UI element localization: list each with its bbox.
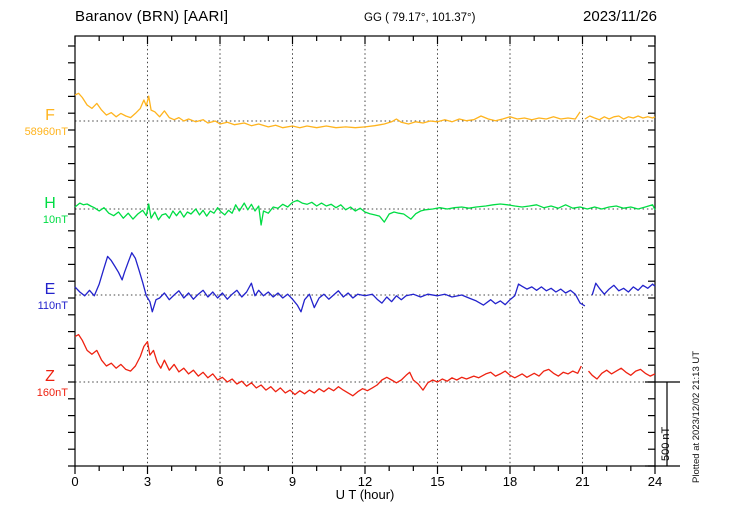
- channel-label-Z: Z: [45, 368, 55, 385]
- channel-baseline-value-F: 58960nT: [24, 126, 68, 138]
- plot-date: 2023/11/26: [583, 8, 657, 25]
- trace-F: [74, 92, 581, 129]
- trace-E: [591, 282, 656, 296]
- x-tick-label: 0: [71, 474, 78, 489]
- x-tick-label: 9: [289, 474, 296, 489]
- channel-baseline-value-E: 110nT: [37, 300, 68, 312]
- x-tick-label: 3: [144, 474, 151, 489]
- x-tick-label: 18: [503, 474, 517, 489]
- x-tick-label: 6: [216, 474, 223, 489]
- plotted-at-timestamp: Plotted at 2023/12/02 21:13 UT: [691, 350, 702, 483]
- channel-label-F: F: [45, 107, 55, 124]
- x-tick-label: 24: [648, 474, 662, 489]
- geographic-coordinates: GG ( 79.17°, 101.37°): [364, 12, 476, 24]
- trace-H: [74, 199, 656, 226]
- trace-Z: [74, 333, 582, 397]
- x-axis-title: U T (hour): [335, 487, 395, 502]
- trace-Z: [588, 367, 656, 380]
- channel-baseline-value-H: 10nT: [42, 214, 68, 226]
- trace-F: [584, 115, 656, 121]
- trace-E: [74, 252, 586, 313]
- x-tick-label: 15: [430, 474, 444, 489]
- channel-label-H: H: [44, 195, 56, 212]
- x-tick-label: 21: [575, 474, 589, 489]
- scalebar-label: 500 nT: [660, 426, 672, 461]
- page-title: Baranov (BRN) [AARI]: [75, 8, 229, 25]
- channel-baseline-value-Z: 160nT: [36, 387, 68, 399]
- x-tick-label: 12: [358, 474, 372, 489]
- channel-label-E: E: [44, 281, 56, 298]
